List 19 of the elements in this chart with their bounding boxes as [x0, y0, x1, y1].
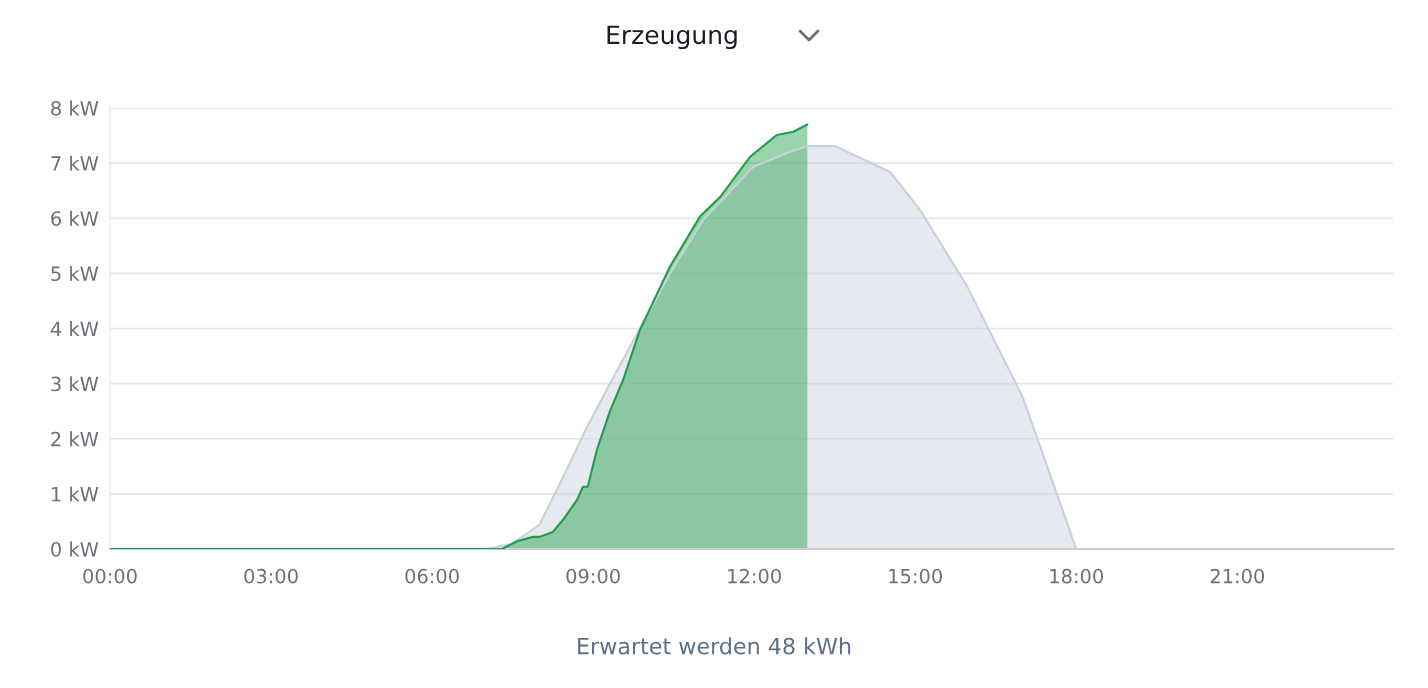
x-tick-label: 21:00: [1210, 568, 1265, 584]
x-tick-label: 15:00: [889, 568, 942, 584]
x-tick-label: 09:00: [566, 568, 620, 584]
y-tick-label: 2 kW: [51, 431, 99, 447]
y-tick-label: 6 kW: [51, 210, 99, 226]
x-tick-label: 12:00: [728, 568, 781, 584]
y-tick-label: 5 kW: [51, 265, 99, 282]
x-tick-label: 06:00: [405, 568, 459, 584]
y-tick-label: 8 kW: [51, 100, 99, 116]
x-tick-label: 03:00: [244, 568, 298, 584]
y-tick-label: 7 kW: [51, 155, 99, 171]
y-tick-label: 3 kW: [51, 376, 99, 392]
y-tick-label: 1 kW: [51, 486, 99, 502]
x-tick-label: 00:00: [83, 568, 137, 584]
chart-title: Erzeugung: [607, 25, 737, 50]
y-tick-label: 0 kW: [51, 541, 99, 557]
y-tick-label: 4 kW: [50, 321, 99, 336]
text: Erwartet werden 48 kWh: [578, 637, 851, 655]
x-tick-label: 18:00: [1050, 568, 1103, 584]
